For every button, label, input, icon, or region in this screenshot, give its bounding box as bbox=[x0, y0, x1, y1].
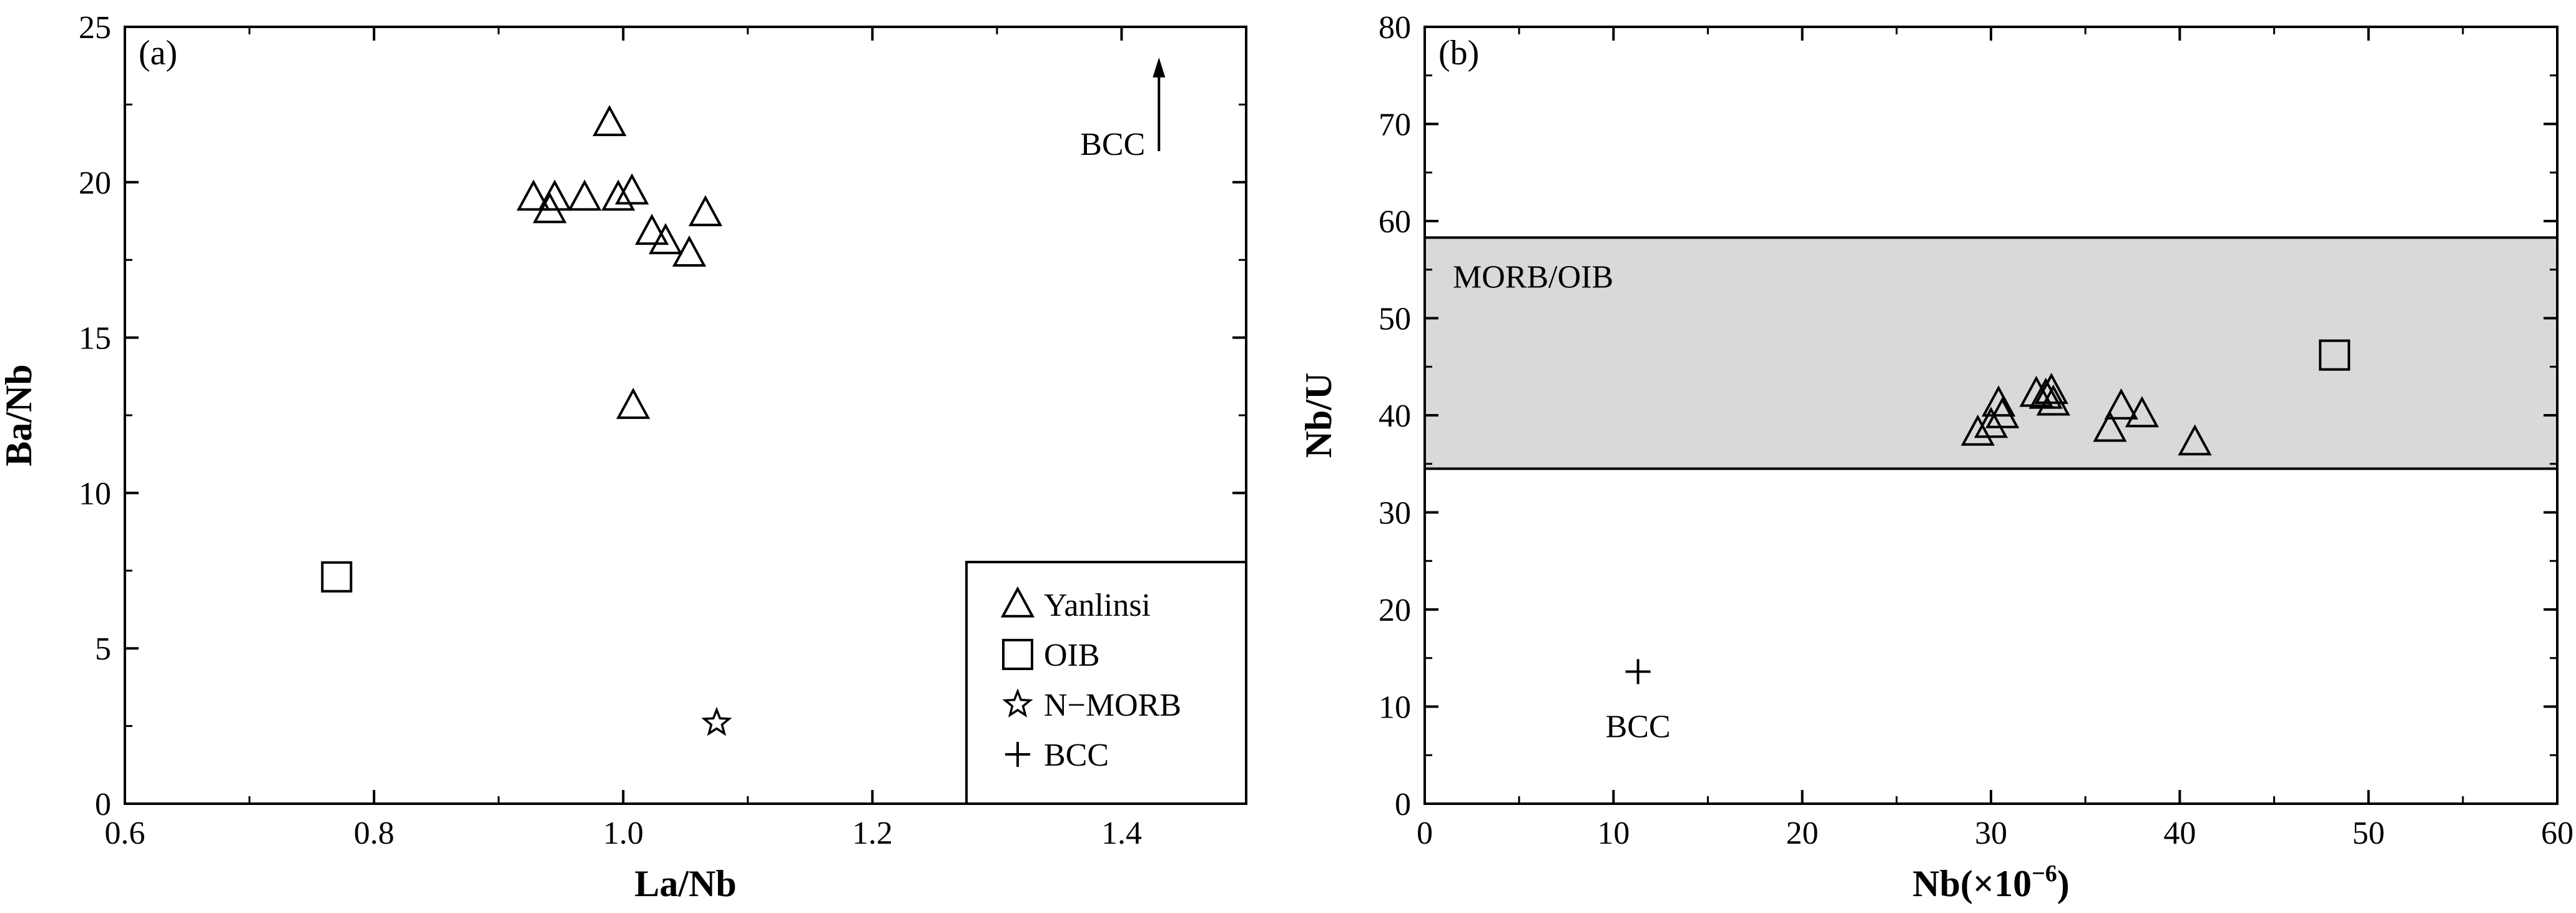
panel-b-y-axis-title: Nb/U bbox=[1298, 373, 1339, 458]
x-tick-label: 1.2 bbox=[852, 816, 893, 851]
y-tick-label: 25 bbox=[79, 10, 111, 46]
legend-item: N−MORB bbox=[1002, 688, 1181, 723]
yanlinsi-triangle-marker bbox=[592, 105, 627, 137]
x-tick-label: 60 bbox=[2541, 816, 2574, 851]
panel-b-points bbox=[1625, 339, 2351, 684]
x-tick-label: 10 bbox=[1597, 816, 1630, 851]
panel-a-x-axis-title: La/Nb bbox=[634, 863, 736, 904]
yanlinsi-triangle-marker bbox=[648, 223, 683, 255]
yanlinsi-triangle-marker bbox=[2034, 372, 2068, 404]
panel-b-x-axis-title-end: ) bbox=[2057, 863, 2070, 904]
yanlinsi-triangle-marker bbox=[2036, 384, 2070, 416]
morb-oib-shaded-band bbox=[1423, 236, 2559, 470]
y-tick-label: 15 bbox=[79, 321, 111, 357]
panel-b-label: (b) bbox=[1438, 34, 1479, 72]
yanlinsi-triangle-marker bbox=[1960, 414, 1995, 446]
legend-plus-icon bbox=[1005, 742, 1030, 767]
x-tick-label: 1.4 bbox=[1101, 816, 1142, 851]
legend-item: BCC bbox=[1005, 738, 1109, 773]
panel-b-scatter-plot: MORB/OIB 0 10 20 30 40 50 6001020304050607080 … bbox=[1298, 10, 2574, 904]
panel-a-bcc-label: BCC bbox=[1080, 127, 1145, 162]
legend-box bbox=[965, 561, 1247, 805]
x-tick-label: 0 bbox=[1417, 816, 1433, 851]
arrow-head-icon bbox=[1153, 57, 1166, 78]
y-tick-label: 50 bbox=[1379, 302, 1411, 337]
y-tick-label: 0 bbox=[95, 787, 111, 822]
morb-oib-band-label: MORB/OIB bbox=[1453, 259, 1613, 295]
panel-a-scatter-plot: 0.6 0.8 1.0 1.2 1.4 0 5 10 15 20 25 (a) La/Nb Ba/N… bbox=[0, 10, 1247, 904]
yanlinsi-triangle-marker bbox=[635, 214, 669, 245]
y-tick-label: 10 bbox=[79, 476, 111, 511]
panel-b-x-axis-title-main: Nb(×10 bbox=[1912, 863, 2032, 904]
x-tick-label: 30 bbox=[1975, 816, 2007, 851]
yanlinsi-triangle-marker bbox=[2028, 377, 2063, 409]
panel-a-tick-labels: 0.6 0.8 1.0 1.2 1.4 0 5 10 15 20 25 bbox=[79, 10, 1142, 851]
x-tick-label: 1.0 bbox=[603, 816, 644, 851]
legend-label: OIB bbox=[1044, 638, 1100, 673]
legend-square-icon bbox=[1002, 639, 1033, 670]
legend-item: OIB bbox=[1002, 638, 1100, 673]
y-tick-label: 30 bbox=[1379, 496, 1411, 531]
yanlinsi-triangle-marker bbox=[688, 195, 723, 227]
legend: Yanlinsi OIB N−MORB BCC bbox=[965, 561, 1247, 805]
panel-b-tick-labels: 0 10 20 30 40 50 60 0 10 20 30 40 50 60 70 80 bbox=[1379, 10, 2574, 851]
panel-a-label: (a) bbox=[139, 34, 177, 72]
y-tick-label: 70 bbox=[1379, 107, 1411, 143]
panel-b-plot-frame bbox=[1423, 26, 2559, 805]
y-tick-label: 40 bbox=[1379, 398, 1411, 434]
x-tick-label: 0.6 bbox=[105, 816, 145, 851]
legend-star-icon bbox=[1002, 688, 1033, 718]
legend-items: Yanlinsi OIB N−MORB BCC bbox=[1000, 586, 1181, 773]
yanlinsi-triangle-marker bbox=[616, 387, 651, 419]
panel-b-x-axis-title: Nb(×10−6) bbox=[1912, 861, 2070, 904]
x-tick-label: 50 bbox=[2352, 816, 2385, 851]
yanlinsi-triangle-marker bbox=[538, 179, 572, 211]
y-tick-label: 0 bbox=[1395, 787, 1411, 822]
yanlinsi-triangle-marker bbox=[672, 235, 707, 267]
oib-square-marker bbox=[2319, 339, 2351, 371]
legend-label: Yanlinsi bbox=[1044, 588, 1151, 623]
y-tick-label: 5 bbox=[95, 631, 111, 667]
panel-a-bcc-annotation: BCC bbox=[1080, 57, 1166, 162]
y-tick-label: 60 bbox=[1379, 204, 1411, 240]
yanlinsi-triangle-marker bbox=[601, 179, 636, 211]
yanlinsi-triangle-marker bbox=[2093, 410, 2127, 442]
bcc-plus-marker bbox=[1625, 659, 1651, 684]
yanlinsi-triangle-marker bbox=[1985, 397, 2020, 428]
yanlinsi-triangle-marker bbox=[568, 179, 602, 211]
oib-square-marker bbox=[321, 561, 353, 593]
y-tick-label: 20 bbox=[79, 165, 111, 201]
x-tick-label: 40 bbox=[2163, 816, 2196, 851]
yanlinsi-triangle-marker bbox=[516, 179, 551, 211]
legend-label: BCC bbox=[1044, 738, 1109, 773]
n-morb-star-marker bbox=[701, 706, 732, 736]
y-tick-label: 20 bbox=[1379, 593, 1411, 628]
panel-a-plot-frame bbox=[124, 26, 1247, 805]
yanlinsi-triangle-marker bbox=[2104, 388, 2138, 420]
yanlinsi-triangle-marker bbox=[615, 173, 649, 205]
legend-label: N−MORB bbox=[1044, 688, 1181, 723]
panel-b-x-axis-title-superscript: −6 bbox=[2032, 861, 2057, 887]
y-tick-label: 80 bbox=[1379, 10, 1411, 46]
yanlinsi-triangle-marker bbox=[2125, 396, 2159, 428]
x-tick-label: 20 bbox=[1786, 816, 1819, 851]
yanlinsi-triangle-marker bbox=[1974, 407, 2008, 438]
panel-a-points bbox=[321, 105, 732, 736]
yanlinsi-triangle-marker bbox=[1981, 385, 2016, 417]
x-tick-label: 0.8 bbox=[354, 816, 395, 851]
legend-item: Yanlinsi bbox=[1000, 586, 1151, 623]
yanlinsi-triangle-marker bbox=[2178, 424, 2212, 456]
legend-triangle-icon bbox=[1000, 586, 1035, 618]
y-tick-label: 10 bbox=[1379, 690, 1411, 726]
panel-a-y-axis-title: Ba/Nb bbox=[0, 364, 39, 466]
panel-b-bcc-label: BCC bbox=[1606, 709, 1671, 745]
